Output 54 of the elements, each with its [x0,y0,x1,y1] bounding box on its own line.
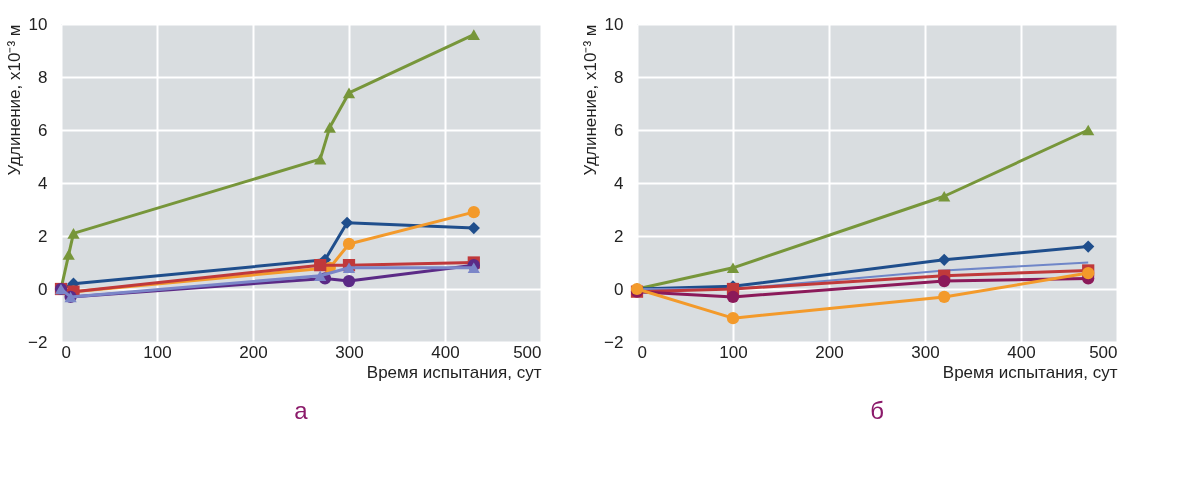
y-tick-label: −2 [28,332,48,352]
y-tick-label: 8 [614,67,624,87]
point [323,122,336,133]
text: а [294,397,309,424]
x-tick-label: 0 [637,342,647,362]
y-tick-label: 10 [28,14,48,34]
point [1082,124,1095,136]
x-tick-label: 300 [911,342,940,362]
y-tick-label: 4 [614,173,624,193]
point [726,312,740,325]
point [342,237,356,251]
x-tick-label: 200 [239,342,268,362]
point [938,253,951,266]
point [342,87,356,99]
y-tick-label: 2 [38,226,48,246]
x-tick-label: 500 [1089,342,1118,362]
point [314,270,327,282]
point [67,228,80,239]
x-tick-label: 100 [143,342,172,362]
x-tick-label: 400 [1007,342,1036,362]
x-tick-label: 300 [335,342,364,362]
y-axis-title: Удлинение, x10⁻³ м [5,24,25,176]
y-tick-label: 2 [614,226,624,246]
x-axis-title: Время испытания, сут [366,362,542,382]
y-tick-label: 10 [604,14,624,34]
point [467,29,480,40]
x-axis-title: Время испытания, сут [942,362,1118,382]
point [1082,240,1095,253]
y-tick-label: 6 [614,120,624,140]
point [62,249,75,260]
y-tick-label: 6 [38,120,48,140]
point [938,274,951,288]
y-axis-title: Удлинение, x10⁻³ м [581,24,601,176]
point [726,290,740,304]
point [314,259,327,272]
y-tick-label: 0 [38,279,48,299]
point [467,221,480,235]
x-tick-label: 0 [61,342,71,362]
point [342,274,356,288]
x-tick-label: 100 [719,342,748,362]
text: б [870,397,884,424]
point [467,206,480,219]
y-tick-label: 0 [614,279,624,299]
point [938,290,951,304]
y-tick-label: −2 [604,332,624,352]
x-tick-label: 400 [431,342,460,362]
point [938,190,951,202]
point [314,153,327,165]
y-tick-label: 8 [38,67,48,87]
x-tick-label: 500 [513,342,542,362]
x-tick-label: 200 [815,342,844,362]
point [726,262,740,274]
point [340,216,354,229]
y-tick-label: 4 [38,173,48,193]
